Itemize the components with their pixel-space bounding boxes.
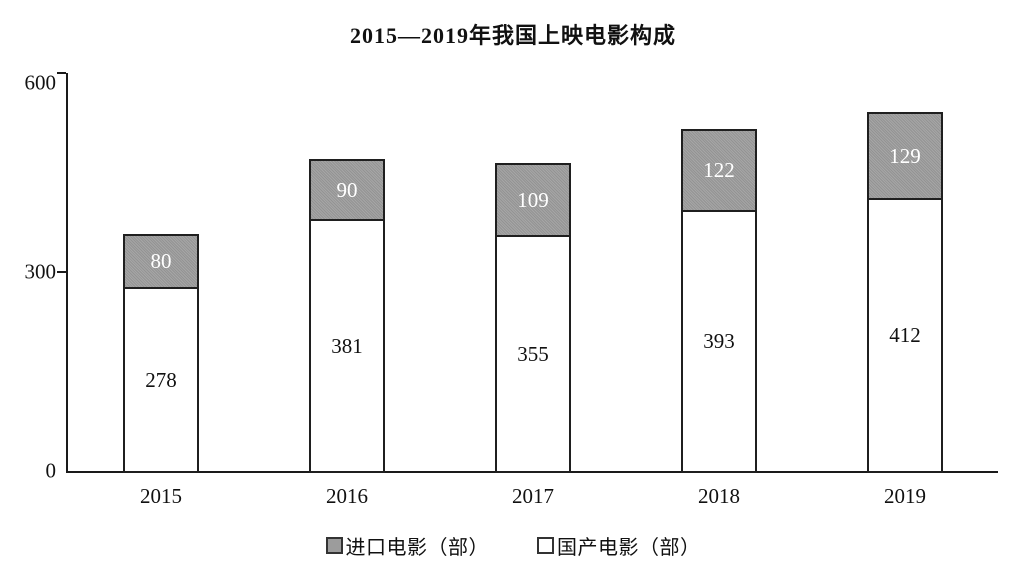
x-axis-label-2018: 2018: [698, 484, 740, 508]
legend-item-imported: 进口电影（部）: [325, 531, 490, 560]
value-label-domestic-2019: 412: [889, 323, 921, 347]
value-label-domestic-2016: 381: [331, 333, 363, 358]
value-label-imported-2015: 80: [150, 249, 172, 273]
x-axis-label-2019: 2019: [884, 484, 926, 508]
value-label-imported-2017: 109: [517, 187, 549, 212]
legend-item-domestic: 国产电影（部）: [537, 531, 701, 560]
x-axis-label-2015: 2015: [140, 484, 182, 508]
bar-segment-imported-2016: 90: [311, 161, 383, 221]
bar-segment-domestic-2018: 393: [683, 212, 755, 471]
value-label-imported-2019: 129: [889, 143, 921, 168]
chart-title: 2015—2019年我国上映电影构成: [349, 23, 676, 48]
bar-segment-imported-2018: 122: [683, 131, 755, 212]
x-axis-label-2017: 2017: [512, 484, 554, 508]
chart-legend: 进口电影（部） 国产电影（部）: [0, 531, 1026, 560]
y-axis-tick-600: [57, 72, 66, 74]
bar-2016: 90 381: [309, 159, 385, 473]
bar-segment-domestic-2015: 278: [125, 289, 197, 471]
bar-segment-domestic-2019: 412: [869, 200, 941, 471]
legend-label-imported: 进口电影（部）: [345, 537, 489, 559]
value-label-domestic-2017: 355: [517, 341, 549, 366]
bar-segment-imported-2017: 109: [497, 165, 569, 237]
bar-segment-domestic-2017: 355: [497, 237, 569, 471]
y-tick-label-0: 0: [45, 458, 57, 483]
bar-2019: 129 412: [867, 112, 943, 473]
y-tick-label-300: 300: [24, 259, 57, 284]
bar-2015: 80 278: [123, 234, 199, 473]
bar-2018: 122 393: [681, 129, 757, 473]
value-label-imported-2018: 122: [703, 158, 735, 182]
bar-segment-domestic-2016: 381: [311, 221, 383, 471]
value-label-imported-2016: 90: [336, 177, 358, 202]
bar-segment-imported-2019: 129: [869, 114, 941, 200]
x-axis-label-2016: 2016: [326, 484, 368, 508]
y-axis-tick-300: [57, 271, 66, 273]
value-label-domestic-2018: 393: [703, 329, 735, 353]
legend-label-domestic: 国产电影（部）: [557, 537, 701, 559]
imported-swatch-icon: [325, 537, 343, 554]
domestic-swatch-icon: [537, 537, 554, 554]
value-label-domestic-2015: 278: [145, 367, 177, 392]
bar-2017: 109 355: [495, 163, 571, 473]
y-tick-label-600: 600: [24, 70, 57, 95]
y-axis-line: [66, 73, 68, 473]
bar-segment-imported-2015: 80: [125, 236, 197, 289]
